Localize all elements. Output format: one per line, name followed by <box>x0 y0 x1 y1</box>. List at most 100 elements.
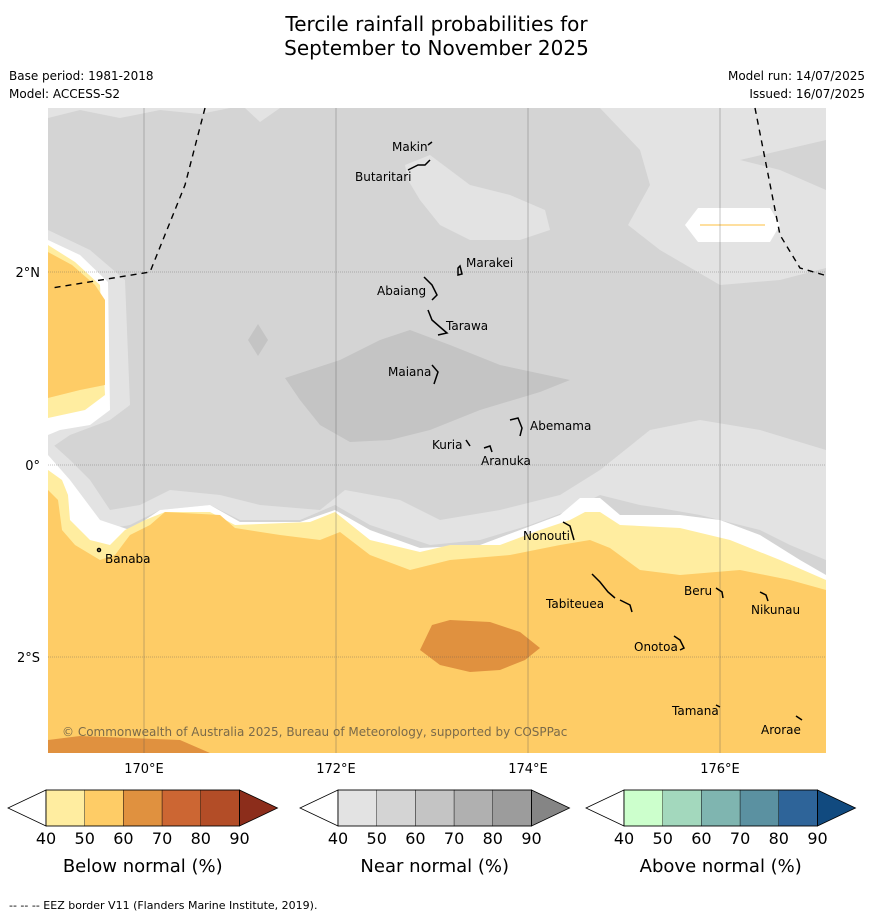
near-normal-darker-area <box>285 330 570 442</box>
lon-label-176e: 176°E <box>700 762 740 777</box>
legend-2-segment <box>492 789 532 827</box>
island-aranuka <box>483 445 493 453</box>
label-abaiang: Abaiang <box>377 284 426 298</box>
island-arorae <box>795 715 803 721</box>
legend-3-tick: 80 <box>769 829 789 848</box>
near-normal-light-area-butaritari <box>405 155 550 240</box>
title-line-1: Tercile rainfall probabilities for <box>285 12 588 36</box>
island-onotoa <box>673 635 686 651</box>
legend-1-segment <box>45 789 85 827</box>
legend-1-segment <box>123 789 163 827</box>
legend-1-tick: 80 <box>191 829 211 848</box>
eez-border-west <box>51 107 206 289</box>
legend-1-tick: 40 <box>36 829 56 848</box>
legend-2-frame <box>337 789 532 827</box>
legend-2-high-triangle <box>531 789 571 827</box>
legend-2-tick: 50 <box>367 829 387 848</box>
near-normal-light-area-top-left <box>48 108 230 118</box>
legend-3-tick: 60 <box>691 829 711 848</box>
lat-label-2s: 2°S <box>17 651 40 666</box>
legend-1-segment <box>161 789 202 827</box>
legend-1-frame <box>45 789 240 827</box>
legend-3-tick: 50 <box>653 829 673 848</box>
lat-label-2n: 2°N <box>16 266 41 281</box>
label-aranuka: Aranuka <box>481 454 531 468</box>
eez-border <box>51 107 825 289</box>
meta-left: Base period: 1981-2018 Model: ACCESS-S2 <box>9 67 154 103</box>
gridlines <box>48 108 826 753</box>
legend-3-segment <box>778 789 818 827</box>
model-run: Model run: 14/07/2025 <box>727 69 865 83</box>
island-kuria <box>465 439 471 447</box>
legend-3-tick: 40 <box>614 829 634 848</box>
lat-label-0: 0° <box>25 459 40 474</box>
legend-1-tick: 90 <box>229 829 249 848</box>
legend-2-low-triangle <box>299 789 339 827</box>
island-tarawa <box>427 309 449 336</box>
legends: 40 50 60 70 80 90 Below normal (%) 40 50 60 70 80 90… <box>7 789 857 877</box>
copyright-text: © Commonwealth of Australia 2025, Bureau… <box>62 725 567 739</box>
legend-1: 40 50 60 70 80 90 Below normal (%) <box>7 789 279 877</box>
legend-3-label: Above normal (%) <box>640 856 802 877</box>
near-normal-darker-spot <box>248 324 268 356</box>
label-beru: Beru <box>684 584 712 598</box>
island-nikunau <box>759 591 769 602</box>
label-onotoa: Onotoa <box>634 640 678 654</box>
legend-3-segment <box>739 789 779 827</box>
title-line-2: September to November 2025 <box>284 36 589 60</box>
label-tarawa: Tarawa <box>445 319 488 333</box>
lon-label-170e: 170°E <box>124 762 164 777</box>
model-name: Model: ACCESS-S2 <box>9 87 121 101</box>
below-normal-60-south <box>48 490 826 753</box>
axis-labels: 2°N 0° 2°S 170°E 172°E 174°E 176°E <box>16 266 740 777</box>
legend-3: 40 50 60 70 80 90 Above normal (%) <box>585 789 857 877</box>
legend-3-segment <box>701 789 741 827</box>
label-abemama: Abemama <box>530 419 591 433</box>
legend-2-tick: 70 <box>444 829 464 848</box>
lon-label-174e: 174°E <box>508 762 548 777</box>
below-normal-70-blob-center <box>420 620 540 672</box>
legend-1-tick: 50 <box>75 829 95 848</box>
legend-1-segment <box>84 789 124 827</box>
map-title: Tercile rainfall probabilities for Septe… <box>0 12 873 60</box>
near-normal-light-area-south <box>48 420 826 560</box>
label-arorae: Arorae <box>761 723 801 737</box>
legend-1-label: Below normal (%) <box>63 856 223 877</box>
lon-label-172e: 172°E <box>316 762 356 777</box>
legend-3-tick: 90 <box>807 829 827 848</box>
near-normal-light-area-top <box>245 108 280 122</box>
eez-footer-note: -- -- -- EEZ border V11 (Flanders Marine… <box>9 899 318 912</box>
island-banaba <box>96 547 102 553</box>
island-tabiteuea-south <box>619 599 633 613</box>
island-outlines <box>96 141 803 721</box>
legend-2-segment <box>376 789 416 827</box>
legend-1-segment <box>200 789 240 827</box>
label-kuria: Kuria <box>432 438 463 452</box>
below-normal-60-left <box>48 252 105 398</box>
legend-2-tick: 60 <box>405 829 425 848</box>
legend-3-frame <box>623 789 818 827</box>
legend-2-segment <box>453 789 494 827</box>
legend-2: 40 50 60 70 80 90 Near normal (%) <box>299 789 571 877</box>
below-normal-70-blob-southwest <box>48 736 210 753</box>
island-tamana <box>715 704 721 708</box>
island-butaritari <box>407 159 431 171</box>
legend-1-high-triangle <box>239 789 279 827</box>
map-fill-layer <box>48 108 826 753</box>
legend-3-tick: 70 <box>730 829 750 848</box>
label-maiana: Maiana <box>388 365 431 379</box>
island-tabiteuea-north <box>591 573 616 599</box>
eez-border-east <box>754 107 825 276</box>
label-nikunau: Nikunau <box>751 603 800 617</box>
place-labels: Makin Butaritari Marakei Abaiang Tarawa … <box>105 140 801 737</box>
island-makin <box>427 141 433 146</box>
island-maiana <box>431 364 439 385</box>
legend-1-tick: 70 <box>152 829 172 848</box>
legend-2-segment <box>415 789 455 827</box>
legend-2-tick: 90 <box>521 829 541 848</box>
label-nonouti: Nonouti <box>523 529 570 543</box>
label-makin: Makin <box>392 140 428 154</box>
legend-1-low-triangle <box>7 789 47 827</box>
label-marakei: Marakei <box>466 256 513 270</box>
